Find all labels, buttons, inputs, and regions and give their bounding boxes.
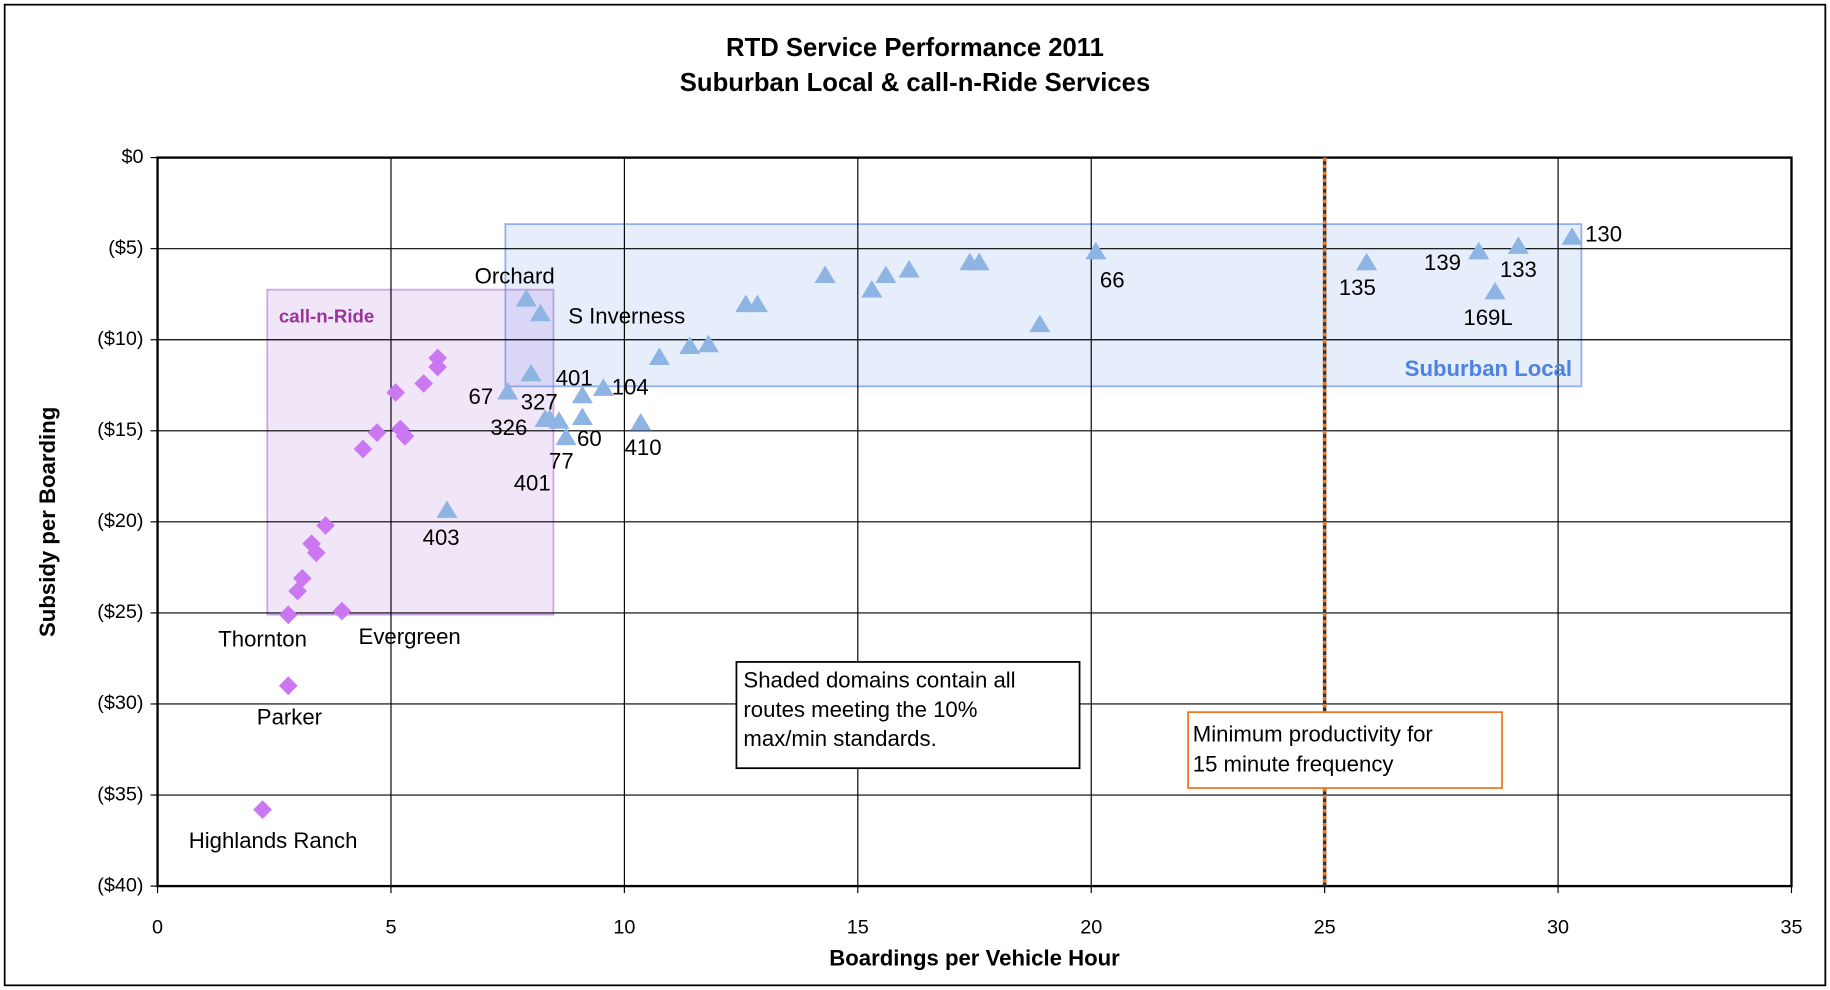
domain-label: Suburban Local: [1405, 356, 1572, 381]
triangle-point: [529, 303, 551, 322]
point-label: 104: [612, 375, 649, 400]
y-tick-label: ($15): [97, 419, 143, 441]
point-label: S Inverness: [568, 304, 685, 329]
triangle-point: [515, 289, 537, 307]
note-text: routes meeting the 10%: [743, 697, 977, 722]
y-tick-label: $0: [121, 146, 143, 168]
y-tick-label: ($40): [97, 874, 143, 896]
point-label: 327: [521, 389, 558, 414]
diamond-point: [253, 800, 272, 819]
y-tick-label: ($10): [97, 328, 143, 350]
triangle-point: [1484, 281, 1506, 300]
triangle-point: [548, 411, 570, 429]
diamond-point: [414, 374, 433, 393]
point-label: Orchard: [475, 263, 555, 288]
diamond-point: [428, 357, 447, 377]
triangle-point: [814, 265, 836, 283]
y-tick-label: ($25): [97, 601, 143, 623]
triangle-point: [555, 427, 577, 446]
point-label: Parker: [257, 704, 323, 729]
point-label: 169L: [1463, 305, 1512, 330]
triangle-point: [679, 336, 701, 355]
reference-text: Minimum productivity for: [1193, 721, 1434, 746]
point-label: 66: [1100, 267, 1125, 292]
triangle-point: [497, 382, 519, 400]
point-label: 403: [423, 525, 460, 550]
triangle-point: [861, 280, 883, 298]
chart-title: RTD Service Performance 2011: [726, 34, 1104, 62]
point-label: 130: [1585, 221, 1622, 246]
point-label: 401: [514, 471, 551, 496]
point-label: Evergreen: [359, 624, 461, 649]
triangle-point: [436, 500, 458, 518]
note-text: Shaded domains contain all: [743, 668, 1015, 693]
point-label: 410: [625, 435, 662, 460]
x-tick-label: 30: [1547, 916, 1569, 938]
triangle-point: [1561, 227, 1583, 245]
y-tick-label: ($5): [108, 237, 143, 259]
x-tick-label: 0: [152, 916, 163, 938]
note-text: max/min standards.: [743, 726, 936, 751]
point-label: 67: [469, 384, 494, 409]
triangle-point: [697, 334, 719, 353]
triangle-point: [630, 412, 652, 431]
domain-box: [504, 223, 1583, 388]
point-label: 135: [1339, 275, 1376, 300]
y-axis-label: Subsidy per Boarding: [35, 407, 60, 637]
triangle-point: [1356, 252, 1378, 271]
triangle-point: [520, 363, 542, 382]
triangle-point: [746, 294, 768, 313]
y-tick-label: ($20): [97, 510, 143, 532]
triangle-point: [571, 385, 593, 404]
triangle-point: [875, 265, 897, 283]
y-tick-label: ($30): [97, 692, 143, 714]
x-tick-label: 10: [613, 916, 635, 938]
plot-border: [156, 156, 1793, 888]
note-box: [735, 661, 1081, 770]
point-label: 401: [556, 366, 593, 391]
diamond-point: [306, 543, 326, 563]
triangle-point: [1507, 236, 1529, 254]
point-label: 326: [490, 415, 527, 440]
x-tick-label: 5: [385, 916, 396, 938]
diamond-point: [332, 601, 352, 621]
point-label: Highlands Ranch: [189, 828, 358, 853]
diamond-point: [386, 383, 405, 402]
point-label: 77: [549, 448, 574, 473]
diamond-point: [353, 439, 373, 459]
reference-box: [1187, 711, 1503, 789]
diamond-point: [395, 426, 415, 446]
point-label: 139: [1424, 250, 1461, 275]
triangle-point: [592, 378, 614, 396]
triangle-point: [968, 252, 990, 271]
x-tick-label: 35: [1780, 916, 1802, 938]
x-tick-label: 15: [847, 916, 869, 938]
x-axis-label: Boardings per Vehicle Hour: [829, 946, 1120, 971]
diamond-point: [367, 423, 387, 442]
triangle-point: [648, 347, 670, 365]
y-tick-label: ($35): [97, 783, 143, 805]
x-tick-label: 25: [1314, 916, 1336, 938]
triangle-point: [898, 260, 920, 278]
triangle-point: [1468, 241, 1490, 260]
chart-subtitle: Suburban Local & call-n-Ride Services: [680, 69, 1150, 97]
triangle-point: [1029, 314, 1051, 333]
x-tick-label: 20: [1080, 916, 1102, 938]
point-label: 60: [577, 426, 602, 451]
point-label: 133: [1500, 257, 1537, 282]
reference-text: 15 minute frequency: [1193, 752, 1395, 777]
point-label: Thornton: [218, 626, 307, 651]
triangle-point: [571, 407, 593, 426]
domain-label: call-n-Ride: [279, 306, 374, 327]
triangle-point: [1085, 241, 1107, 260]
